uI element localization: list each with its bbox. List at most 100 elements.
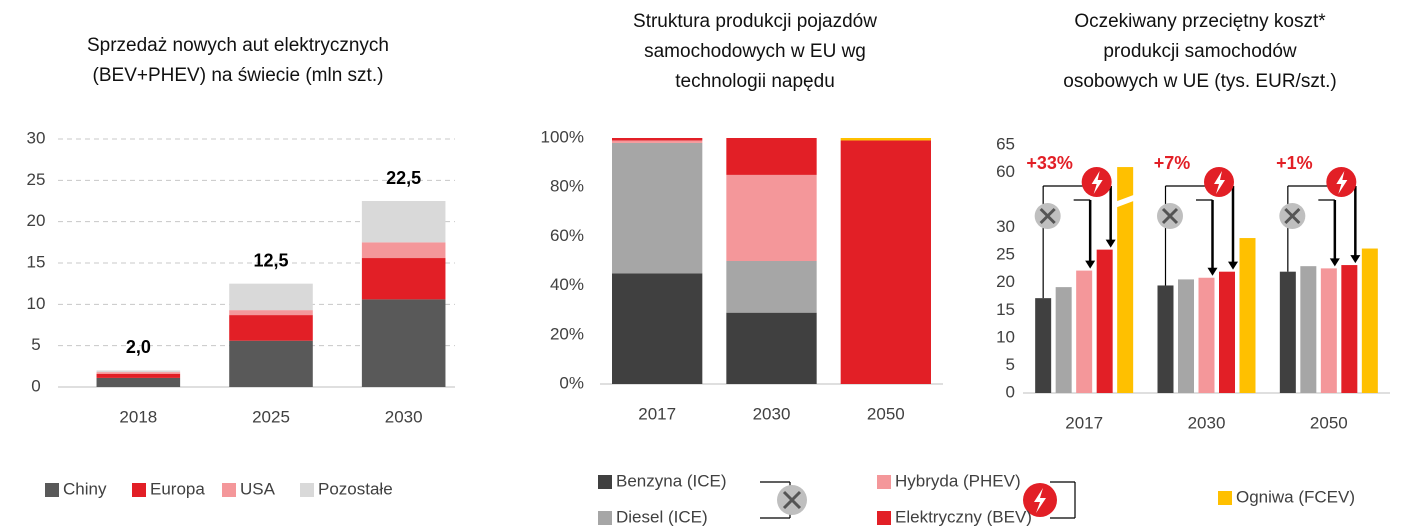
bar-segment: [612, 273, 703, 384]
arrow-head: [1350, 255, 1361, 264]
legend-swatch: [300, 483, 314, 497]
bar-segment: [361, 258, 446, 300]
bar: [1178, 279, 1194, 393]
chart-title: osobowych w UE (tys. EUR/szt.): [1063, 71, 1336, 92]
x-tick-label: 2030: [385, 407, 423, 426]
annotation: +33%: [1026, 153, 1073, 173]
y-tick-label: 20%: [550, 324, 584, 343]
bar-segment: [726, 174, 817, 261]
bar-segment: [96, 370, 181, 373]
y-tick-label: 15: [996, 300, 1015, 319]
bar: [1361, 248, 1378, 393]
arrow-head: [1228, 261, 1238, 270]
chart-title: Sprzedaż nowych aut elektrycznych: [87, 35, 389, 56]
y-tick-label: 60: [996, 162, 1015, 181]
y-tick-label: 5: [1006, 355, 1015, 374]
annotation: +7%: [1154, 153, 1191, 173]
legend-label: Ogniwa (FCEV): [1236, 487, 1355, 506]
legend-icons: [760, 481, 1076, 519]
y-tick-label: 10: [27, 294, 46, 313]
y-tick-label: 15: [27, 252, 46, 271]
legend-swatch: [877, 475, 891, 489]
x-tick-label: 2030: [1188, 413, 1226, 432]
bar-segment: [229, 340, 313, 387]
legend-label: Benzyna (ICE): [616, 471, 727, 490]
bar: [1117, 167, 1134, 393]
chart-title: technologii napędu: [675, 71, 835, 92]
x-tick-label: 2025: [252, 407, 290, 426]
arrow-head: [1105, 239, 1116, 248]
bar-segment: [96, 373, 181, 378]
x-tick-label: 2050: [867, 404, 905, 423]
bar-segment: [229, 283, 313, 311]
bar-segment: [229, 315, 313, 341]
y-tick-label: 40%: [550, 275, 584, 294]
y-tick-label: 30: [996, 217, 1015, 236]
chart-title: samochodowych w EU wg: [644, 41, 866, 62]
lightning-icon: [1034, 488, 1046, 513]
legend-label: Chiny: [63, 479, 107, 498]
chart-title: produkcji samochodów: [1103, 41, 1297, 62]
bar-segment: [612, 142, 703, 274]
axis-break: [1109, 192, 1142, 211]
piston-icon: [1161, 207, 1179, 225]
legend-swatch: [598, 475, 612, 489]
arrow-head: [1207, 267, 1218, 276]
y-tick-label: 25: [996, 245, 1015, 264]
piston-icon: [1039, 207, 1056, 225]
total-label: 12,5: [253, 250, 288, 270]
bar-segment: [612, 138, 703, 141]
annotation: +1%: [1276, 153, 1313, 173]
total-label: 2,0: [126, 337, 151, 357]
bar-segment: [361, 242, 446, 259]
y-tick-label: 30: [27, 128, 46, 147]
y-tick-label: 5: [31, 335, 40, 354]
chart-title: Oczekiwany przeciętny koszt*: [1074, 11, 1326, 32]
legend-label: Diesel (ICE): [616, 507, 708, 526]
lightning-icon: [1336, 171, 1348, 194]
piston-icon: [782, 490, 802, 510]
arrow-head: [1085, 260, 1096, 269]
bar-segment: [96, 377, 181, 387]
bar: [1076, 270, 1093, 393]
y-tick-label: 20: [27, 211, 46, 230]
bar-segment: [726, 312, 817, 384]
legend-swatch: [222, 483, 236, 497]
piston-icon: [1284, 207, 1301, 225]
bar: [1300, 266, 1317, 393]
y-tick-label: 0: [31, 376, 40, 395]
lightning-icon: [1091, 171, 1103, 194]
chart-title: (BEV+PHEV) na świecie (mln szt.): [93, 65, 384, 86]
x-tick-label: 2018: [119, 407, 157, 426]
legend-label: Pozostałe: [318, 479, 393, 498]
bar-segment: [840, 138, 931, 141]
bar: [1341, 265, 1358, 393]
bar: [1055, 287, 1072, 393]
bar-segment: [840, 140, 931, 384]
x-tick-label: 2017: [1065, 413, 1103, 432]
x-tick-label: 2050: [1310, 413, 1348, 432]
y-tick-label: 0%: [559, 373, 584, 392]
legend-swatch: [1218, 491, 1232, 505]
bar: [1320, 268, 1337, 393]
x-tick-label: 2017: [638, 404, 676, 423]
y-tick-label: 0: [1006, 382, 1015, 401]
legend-label: USA: [240, 479, 276, 498]
legend-swatch: [132, 483, 146, 497]
bar-segment: [612, 140, 703, 143]
legend-label: Elektryczny (BEV): [895, 507, 1032, 526]
legend-label: Europa: [150, 479, 205, 498]
arrow-head: [1329, 258, 1340, 267]
legend-swatch: [598, 511, 612, 525]
x-tick-label: 2030: [753, 404, 791, 423]
total-label: 22,5: [386, 168, 421, 188]
bar-segment: [361, 201, 446, 243]
bar-segment: [726, 138, 817, 175]
bar-segment: [361, 299, 446, 387]
bar: [1198, 277, 1215, 393]
y-tick-label: 80%: [550, 177, 584, 196]
y-tick-label: 20: [996, 272, 1015, 291]
legend-swatch: [45, 483, 59, 497]
legend-swatch: [877, 511, 891, 525]
